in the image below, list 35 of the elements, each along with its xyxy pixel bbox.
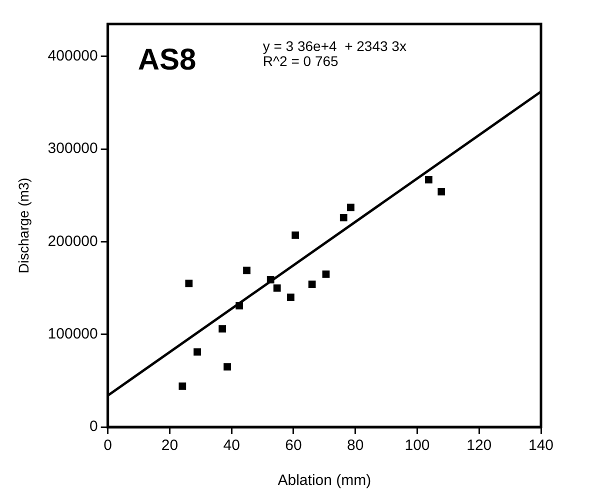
annotation: R^2 = 0 765	[262, 52, 339, 69]
annotation: y = 3 36e+4 + 2343 3x	[262, 38, 406, 54]
point	[218, 325, 226, 332]
x-tick-label: 0	[104, 437, 112, 454]
point	[194, 348, 201, 356]
point	[308, 280, 316, 288]
point	[425, 176, 432, 184]
point	[347, 204, 354, 212]
point	[243, 266, 250, 274]
point	[287, 294, 294, 301]
point	[273, 284, 281, 292]
point	[340, 214, 348, 222]
point	[322, 270, 330, 278]
point	[236, 302, 244, 310]
y-tick-label: 300000	[48, 140, 98, 158]
x-axis-title: Ablation (mm)	[278, 472, 372, 490]
point	[438, 188, 446, 196]
point	[292, 232, 300, 239]
point	[266, 276, 274, 284]
x-tick-label: 60	[285, 437, 302, 454]
y-tick-label: 100000	[48, 325, 98, 342]
point	[224, 363, 231, 370]
x-tick-label: 100	[404, 437, 430, 454]
y-tick-label: 400000	[48, 48, 98, 65]
x-tick-label: 40	[223, 437, 240, 454]
x-tick-label: 140	[528, 437, 554, 454]
point	[185, 280, 193, 288]
text: AS8	[138, 43, 196, 76]
point	[178, 382, 186, 390]
y-axis-title: Discharge (m3)	[15, 178, 32, 274]
x-tick-label: 80	[347, 437, 364, 454]
y-tick-label: 0	[90, 418, 98, 436]
x-tick-label: 120	[466, 437, 492, 454]
y-tick-label: 200000	[48, 232, 98, 250]
x-tick-label: 20	[161, 437, 178, 454]
